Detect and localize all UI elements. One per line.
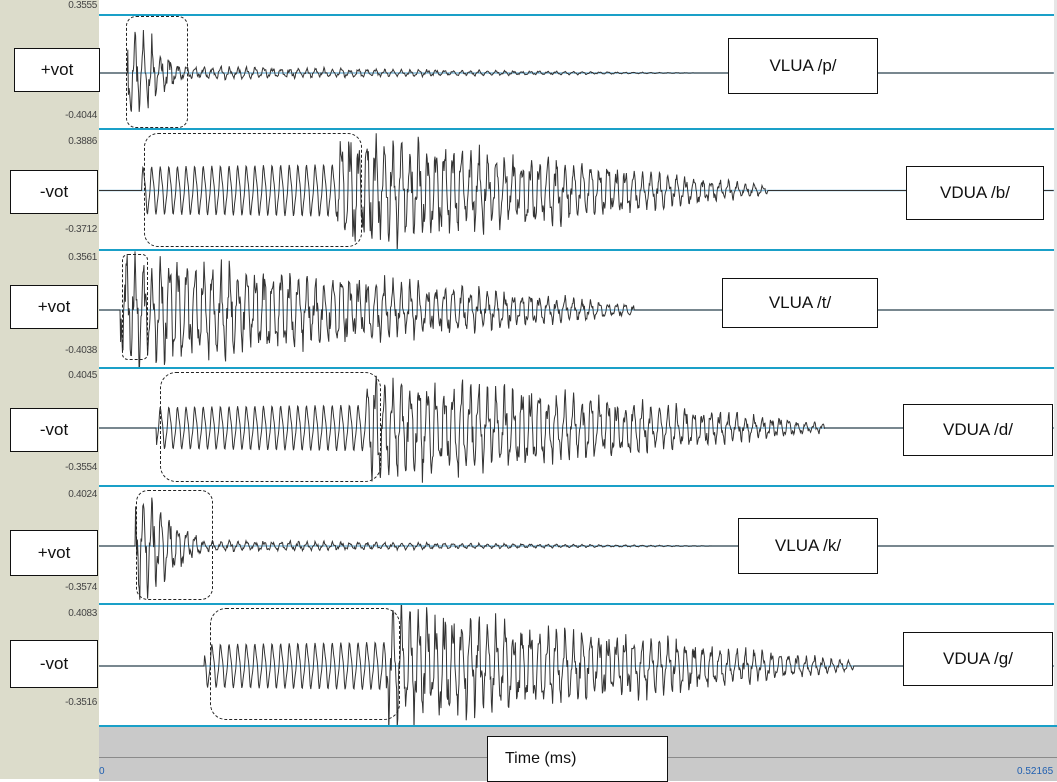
time-axis-label: Time (ms) <box>487 736 668 782</box>
waveform-signal <box>99 497 1054 600</box>
waveform-track-d[interactable] <box>99 367 1054 487</box>
track-g-scale-min: -0.3516 <box>65 697 97 708</box>
track-g-scale-max: 0.4083 <box>68 608 97 619</box>
track-t-vot-bracket <box>122 254 148 360</box>
waveform-b <box>99 133 1054 251</box>
waveform-track-k[interactable] <box>99 485 1054 605</box>
track-g-vot-bracket <box>210 608 400 720</box>
track-p-scale-max: 0.3555 <box>68 0 97 11</box>
track-k-scale-min: -0.3574 <box>65 582 97 593</box>
track-t-phoneme-label: VLUA /t/ <box>722 278 878 328</box>
time-axis-end: 0.52165 <box>1017 766 1054 777</box>
waveform-signal <box>99 375 1054 483</box>
waveform-signal <box>99 251 1054 369</box>
track-g-vot-label: -vot <box>10 640 98 688</box>
waveform-k <box>99 497 1054 600</box>
track-b-scale-max: 0.3886 <box>68 136 97 147</box>
waveform-track-g[interactable] <box>99 603 1054 727</box>
waveform-t <box>99 251 1054 369</box>
track-p-scale-min: -0.4044 <box>65 110 97 121</box>
track-d-scale-min: -0.3554 <box>65 462 97 473</box>
track-b-vot-label: -vot <box>10 170 98 214</box>
track-p-phoneme-label: VLUA /p/ <box>728 38 878 94</box>
track-d-scale-max: 0.4045 <box>68 370 97 381</box>
track-p-vot-label: +vot <box>14 48 100 92</box>
track-b-phoneme-label: VDUA /b/ <box>906 166 1044 220</box>
track-d-vot-label: -vot <box>10 408 98 452</box>
waveform-p <box>99 29 1054 112</box>
waveform-d <box>99 375 1054 483</box>
track-k-vot-label: +vot <box>10 530 98 576</box>
track-d-vot-bracket <box>160 372 381 482</box>
waveform-track-p[interactable] <box>99 14 1054 130</box>
track-b-scale-min: -0.3712 <box>65 224 97 235</box>
track-k-scale-max: 0.4024 <box>68 489 97 500</box>
waveform-track-t[interactable] <box>99 249 1054 369</box>
track-k-phoneme-label: VLUA /k/ <box>738 518 878 574</box>
time-axis-bar[interactable]: Time (ms) 0 0.52165 <box>99 725 1057 782</box>
track-b-vot-bracket <box>144 133 362 247</box>
track-k-vot-bracket <box>136 490 213 600</box>
track-p-vot-bracket <box>126 16 188 128</box>
waveform-g <box>99 605 1054 727</box>
waveform-signal <box>99 605 1054 727</box>
right-edge <box>1054 0 1057 725</box>
waveform-signal <box>99 133 1054 251</box>
time-axis-start: 0 <box>99 766 105 777</box>
track-t-scale-max: 0.3561 <box>68 252 97 263</box>
track-t-scale-min: -0.4038 <box>65 345 97 356</box>
track-d-phoneme-label: VDUA /d/ <box>903 404 1053 456</box>
waveform-track-b[interactable] <box>99 128 1054 251</box>
track-g-phoneme-label: VDUA /g/ <box>903 632 1053 686</box>
waveform-signal <box>99 29 1054 112</box>
track-t-vot-label: +vot <box>10 285 98 329</box>
